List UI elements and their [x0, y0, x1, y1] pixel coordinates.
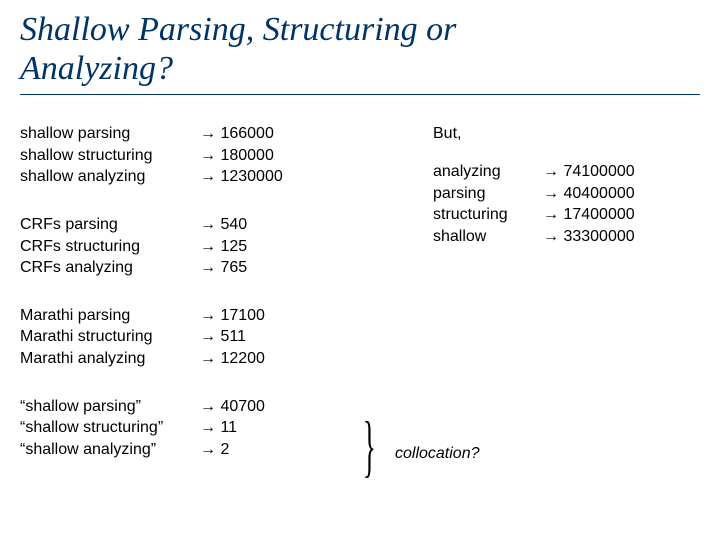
left-column: shallow parsing shallow structuring shal…: [20, 123, 415, 486]
value: → 166000: [200, 123, 400, 145]
right-value: → 33300000: [543, 226, 635, 248]
title-line-1: Shallow Parsing, Structuring or: [20, 11, 456, 48]
label: shallow structuring: [20, 145, 200, 167]
arrow-icon: →: [200, 419, 216, 436]
right-label: parsing: [433, 183, 543, 205]
group-labels: CRFs parsing CRFs structuring CRFs analy…: [20, 214, 200, 279]
right-value: → 74100000: [543, 161, 635, 183]
label: CRFs analyzing: [20, 257, 200, 279]
arrow-icon: →: [200, 328, 216, 345]
group-values: → 17100 → 511 → 12200: [200, 305, 400, 370]
content-area: shallow parsing shallow structuring shal…: [20, 123, 700, 486]
label: “shallow analyzing”: [20, 439, 200, 461]
label: Marathi structuring: [20, 326, 200, 348]
value: → 765: [200, 257, 400, 279]
arrow-icon: →: [200, 238, 216, 255]
arrow-icon: →: [543, 185, 559, 202]
label: shallow parsing: [20, 123, 200, 145]
value: → 540: [200, 214, 400, 236]
label: Marathi parsing: [20, 305, 200, 327]
group-shallow: shallow parsing shallow structuring shal…: [20, 123, 415, 188]
group-crfs: CRFs parsing CRFs structuring CRFs analy…: [20, 214, 415, 279]
right-value: → 17400000: [543, 204, 635, 226]
value: → 12200: [200, 348, 400, 370]
right-column: But, analyzing → 74100000 parsing → 4040…: [415, 123, 700, 486]
group-labels: “shallow parsing” “shallow structuring” …: [20, 396, 200, 461]
arrow-icon: →: [200, 398, 216, 415]
value: → 511: [200, 326, 400, 348]
arrow-icon: →: [200, 125, 216, 142]
arrow-icon: →: [543, 163, 559, 180]
right-row: parsing → 40400000: [415, 183, 700, 205]
arrow-icon: →: [200, 168, 216, 185]
group-quoted: “shallow parsing” “shallow structuring” …: [20, 396, 415, 461]
label: “shallow parsing”: [20, 396, 200, 418]
arrow-icon: →: [200, 350, 216, 367]
right-row: analyzing → 74100000: [415, 161, 700, 183]
label: “shallow structuring”: [20, 417, 200, 439]
value: → 1230000: [200, 166, 400, 188]
right-label: structuring: [433, 204, 543, 226]
label: Marathi analyzing: [20, 348, 200, 370]
arrow-icon: →: [200, 441, 216, 458]
collocation-label: collocation?: [395, 445, 480, 463]
value: → 125: [200, 236, 400, 258]
right-row: structuring → 17400000: [415, 204, 700, 226]
group-marathi: Marathi parsing Marathi structuring Mara…: [20, 305, 415, 370]
slide-title: Shallow Parsing, Structuring or Analyzin…: [20, 10, 700, 95]
label: shallow analyzing: [20, 166, 200, 188]
arrow-icon: →: [200, 259, 216, 276]
curly-brace-icon: }: [363, 412, 376, 481]
title-line-2: Analyzing?: [20, 50, 173, 87]
value: → 180000: [200, 145, 400, 167]
label: CRFs structuring: [20, 236, 200, 258]
label: CRFs parsing: [20, 214, 200, 236]
group-values: → 166000 → 180000 → 1230000: [200, 123, 400, 188]
arrow-icon: →: [200, 307, 216, 324]
group-labels: shallow parsing shallow structuring shal…: [20, 123, 200, 188]
right-value: → 40400000: [543, 183, 635, 205]
group-labels: Marathi parsing Marathi structuring Mara…: [20, 305, 200, 370]
arrow-icon: →: [543, 206, 559, 223]
right-label: shallow: [433, 226, 543, 248]
but-label: But,: [433, 125, 700, 143]
arrow-icon: →: [200, 147, 216, 164]
group-values: → 540 → 125 → 765: [200, 214, 400, 279]
arrow-icon: →: [543, 228, 559, 245]
right-row: shallow → 33300000: [415, 226, 700, 248]
right-label: analyzing: [433, 161, 543, 183]
arrow-icon: →: [200, 216, 216, 233]
value: → 17100: [200, 305, 400, 327]
